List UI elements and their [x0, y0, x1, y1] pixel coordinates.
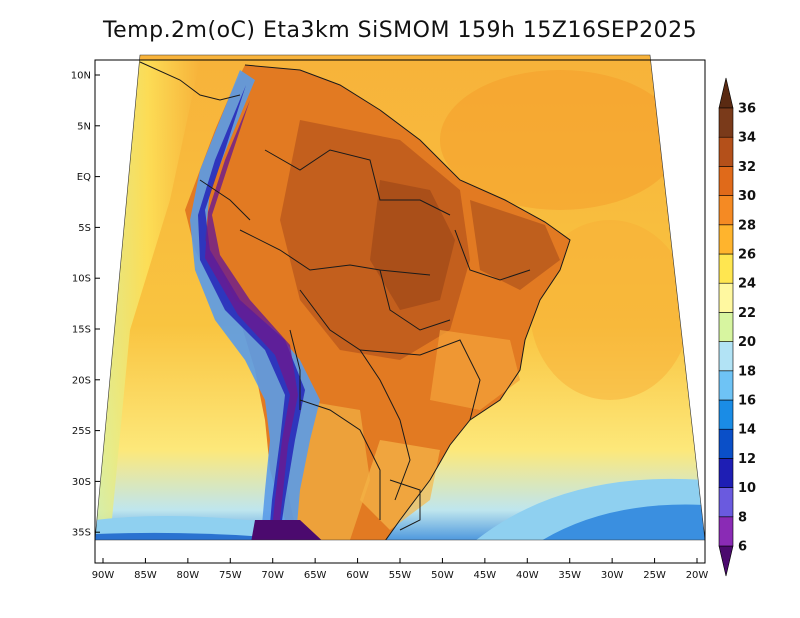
colorbar-label: 12	[738, 452, 756, 467]
colorbar-label: 26	[738, 248, 756, 263]
colorbar-swatch	[718, 195, 734, 226]
colorbar-label: 36	[738, 102, 756, 117]
lat-tick-label: 15S	[72, 325, 91, 336]
colorbar-swatch	[718, 370, 734, 401]
lon-tick-label: 70W	[261, 570, 284, 581]
lon-tick-label: 45W	[474, 570, 497, 581]
lat-tick-label: 10S	[72, 274, 91, 285]
colorbar-label: 28	[738, 218, 756, 233]
lat-tick-label: 30S	[72, 477, 91, 488]
map-title: Temp.2m(oC) Eta3km SiSMOM 159h 15Z16SEP2…	[102, 18, 698, 43]
colorbar-swatch	[718, 487, 734, 518]
lat-tick-label: 35S	[72, 528, 91, 539]
lon-tick-label: 25W	[643, 570, 666, 581]
colorbar-label: 22	[738, 306, 756, 321]
model-domain	[95, 55, 705, 540]
lat-tick-label: 10N	[71, 71, 91, 82]
latitude-axis: 10N 5N EQ 5S 10S 15S 20S 25S 30S 35S	[71, 71, 100, 539]
colorbar-swatch	[718, 312, 734, 342]
colorbar-label: 14	[738, 423, 756, 438]
colorbar-label: 32	[738, 160, 756, 175]
lon-tick-label: 50W	[431, 570, 454, 581]
colorbar-swatch	[718, 428, 734, 459]
colorbar-label: 34	[738, 131, 756, 146]
lon-tick-label: 55W	[389, 570, 412, 581]
colorbar-label: 16	[738, 394, 756, 409]
lon-tick-label: 35W	[558, 570, 581, 581]
lat-tick-label: 5N	[77, 121, 91, 132]
lon-tick-label: 80W	[177, 570, 200, 581]
colorbar-swatch	[718, 516, 734, 547]
lon-tick-label: 85W	[134, 570, 157, 581]
colorbar-max-arrow	[718, 77, 734, 109]
colorbar-swatch	[718, 341, 734, 372]
longitude-axis: 90W 85W 80W 75W 70W 65W 60W 55W 50W 45W 40W 35W 30W 2…	[92, 558, 709, 581]
lon-tick-label: 65W	[304, 570, 327, 581]
colorbar-label: 24	[738, 277, 756, 292]
colorbar-swatch	[718, 166, 734, 196]
colorbar-label: 10	[738, 481, 756, 496]
colorbar-swatch	[718, 136, 734, 167]
lat-tick-label: EQ	[77, 172, 91, 183]
lon-tick-label: 20W	[686, 570, 709, 581]
colorbar-swatch	[718, 224, 734, 255]
colorbar: 6 8 10 12 14 16 18 20 22 24 26 28 30 32 34 36	[718, 77, 756, 577]
colorbar-label: 8	[738, 510, 747, 525]
colorbar-swatch	[718, 107, 734, 138]
colorbar-label: 18	[738, 364, 756, 379]
colorbar-swatch	[718, 282, 734, 313]
colorbar-swatch	[718, 399, 734, 430]
lon-tick-label: 75W	[219, 570, 242, 581]
colorbar-min-arrow	[718, 545, 734, 577]
lon-tick-label: 30W	[601, 570, 624, 581]
colorbar-swatch	[718, 253, 734, 284]
lat-tick-label: 20S	[72, 375, 91, 386]
lon-tick-label: 90W	[92, 570, 115, 581]
colorbar-swatch	[718, 458, 734, 488]
lat-tick-label: 5S	[78, 223, 91, 234]
colorbar-label: 20	[738, 335, 756, 350]
colorbar-label: 6	[738, 540, 747, 555]
lon-tick-label: 60W	[346, 570, 369, 581]
colorbar-label: 30	[738, 189, 756, 204]
lat-tick-label: 25S	[72, 426, 91, 437]
lon-tick-label: 40W	[516, 570, 539, 581]
